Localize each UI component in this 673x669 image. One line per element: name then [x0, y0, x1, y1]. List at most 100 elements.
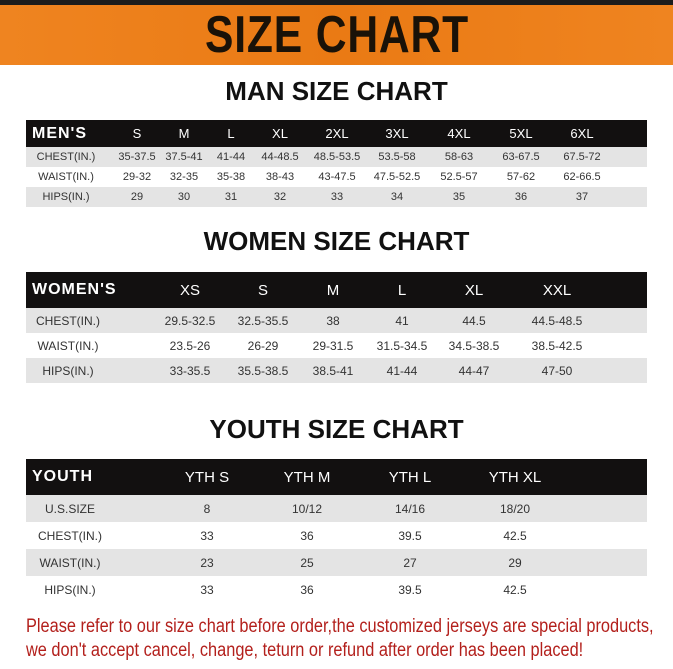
table-cell: 63-67.5	[502, 151, 540, 163]
table-cell: 29	[508, 555, 522, 570]
table-cell: 36	[300, 582, 314, 597]
column-header: YTH S	[184, 468, 230, 486]
table-cell: 67.5-72	[563, 151, 601, 163]
column-header: M	[326, 281, 340, 299]
column-header: L	[397, 281, 407, 299]
column-header: 6XL	[570, 126, 594, 141]
banner-title: SIZE CHART	[204, 6, 469, 64]
table-cell: 39.5	[398, 528, 422, 543]
table-cell: 44.5	[462, 313, 486, 328]
table-cell: 47-50	[541, 363, 573, 378]
column-header: 3XL	[385, 126, 409, 141]
row-label: U.S.SIZE	[44, 501, 96, 516]
column-header: L	[227, 126, 235, 141]
table-row: HIPS(IN.) 29 30 31 32 33 34 35 36 37	[26, 187, 647, 207]
table-cell: 29.5-32.5	[164, 313, 216, 328]
table-cell: 18/20	[499, 501, 531, 516]
youth-section-title: YOUTH SIZE CHART	[209, 414, 464, 444]
column-header: YTH M	[283, 468, 331, 486]
women-size-table: WOMEN'S XS S M L XL XXL CHEST(IN.) 29.5-32.5 32.5…	[26, 272, 647, 383]
table-cell: 33-35.5	[169, 363, 211, 378]
size-chart-banner: SIZE CHART	[0, 5, 673, 65]
table-row: WAIST(IN.) 23 25 27 29	[26, 549, 647, 576]
row-label: CHEST(IN.)	[38, 528, 102, 543]
table-cell: 27	[403, 555, 417, 570]
row-label: WAIST(IN.)	[38, 171, 94, 183]
table-cell: 32	[273, 191, 287, 203]
table-cell: 36	[300, 528, 314, 543]
column-header: YTH XL	[488, 468, 542, 486]
notice-line-2: we don't accept cancel, change, teturn o…	[26, 640, 584, 661]
table-header-row: YOUTH YTH S YTH M YTH L YTH XL	[26, 459, 647, 495]
table-cell: 31	[224, 191, 238, 203]
table-cell: 33	[330, 191, 344, 203]
row-label: CHEST(IN.)	[36, 151, 96, 163]
table-cell: 29-31.5	[312, 338, 354, 353]
table-cell: 36	[514, 191, 528, 203]
table-cell: 57-62	[506, 171, 536, 183]
table-row: HIPS(IN.) 33 36 39.5 42.5	[26, 576, 647, 603]
table-cell: 35-38	[216, 171, 246, 183]
table-cell: 44-48.5	[261, 151, 299, 163]
table-cell: 14/16	[394, 501, 426, 516]
table-cell: 31.5-34.5	[376, 338, 428, 353]
row-label: HIPS(IN.)	[42, 363, 94, 378]
table-cell: 8	[203, 501, 211, 516]
table-cell: 10/12	[291, 501, 323, 516]
table-cell: 38.5-42.5	[531, 338, 583, 353]
table-cell: 42.5	[503, 582, 527, 597]
table-cell: 58-63	[444, 151, 474, 163]
row-label: CHEST(IN.)	[36, 313, 100, 328]
table-row: HIPS(IN.) 33-35.5 35.5-38.5 38.5-41 41-44 44-…	[26, 358, 647, 383]
notice-line-1: Please refer to our size chart before or…	[26, 616, 654, 637]
table-row: WAIST(IN.) 23.5-26 26-29 29-31.5 31.5-34.5 34…	[26, 333, 647, 358]
table-cell: 41-44	[386, 363, 418, 378]
men-size-table: MEN'S S M L XL 2XL 3XL 4XL 5XL 6XL CHEST(IN.) 35-37…	[26, 120, 647, 207]
table-cell: 41-44	[216, 151, 246, 163]
table-cell: 26-29	[247, 338, 279, 353]
column-header: S	[257, 281, 269, 299]
table-cell: 34.5-38.5	[448, 338, 500, 353]
table-cell: 29	[130, 191, 144, 203]
table-cell: 25	[300, 555, 314, 570]
top-strip	[0, 0, 673, 5]
table-cell: 35-37.5	[118, 151, 156, 163]
table-cell: 53.5-58	[378, 151, 416, 163]
table-cell: 35.5-38.5	[237, 363, 289, 378]
table-row: CHEST(IN.) 29.5-32.5 32.5-35.5 38 41 44.5 44.5…	[26, 308, 647, 333]
table-cell: 47.5-52.5	[373, 171, 421, 183]
table-cell: 29-32	[122, 171, 152, 183]
table-cell: 23	[200, 555, 214, 570]
row-label: HIPS(IN.)	[44, 582, 96, 597]
column-header: XL	[464, 281, 484, 299]
table-cell: 52.5-57	[440, 171, 478, 183]
table-cell: 39.5	[398, 582, 422, 597]
table-header-row: WOMEN'S XS S M L XL XXL	[26, 272, 647, 308]
table-cell: 43-47.5	[318, 171, 356, 183]
table-row: WAIST(IN.) 29-32 32-35 35-38 38-43 43-47.5 47.…	[26, 167, 647, 187]
table-cell: 30	[177, 191, 191, 203]
table-header-label: MEN'S	[32, 124, 88, 142]
table-cell: 41	[395, 313, 409, 328]
column-header: 2XL	[325, 126, 349, 141]
youth-size-table: YOUTH YTH S YTH M YTH L YTH XL U.S.SIZE 8 10/12…	[26, 459, 647, 603]
table-cell: 37.5-41	[165, 151, 203, 163]
table-header-row: MEN'S S M L XL 2XL 3XL 4XL 5XL 6XL	[26, 120, 647, 147]
table-cell: 33	[200, 582, 214, 597]
row-label: HIPS(IN.)	[42, 191, 90, 203]
women-section-title: WOMEN SIZE CHART	[203, 226, 470, 256]
table-cell: 42.5	[503, 528, 527, 543]
table-cell: 44-47	[458, 363, 490, 378]
table-cell: 38-43	[265, 171, 295, 183]
table-cell: 32.5-35.5	[237, 313, 289, 328]
table-cell: 62-66.5	[563, 171, 601, 183]
column-header: 4XL	[447, 126, 471, 141]
column-header: XS	[179, 281, 201, 299]
table-row: CHEST(IN.) 35-37.5 37.5-41 41-44 44-48.5 48.5…	[26, 147, 647, 167]
table-cell: 48.5-53.5	[313, 151, 361, 163]
table-cell: 34	[390, 191, 404, 203]
table-row: U.S.SIZE 8 10/12 14/16 18/20	[26, 495, 647, 522]
table-header-label: YOUTH	[32, 468, 93, 485]
table-cell: 35	[452, 191, 466, 203]
table-cell: 23.5-26	[169, 338, 211, 353]
